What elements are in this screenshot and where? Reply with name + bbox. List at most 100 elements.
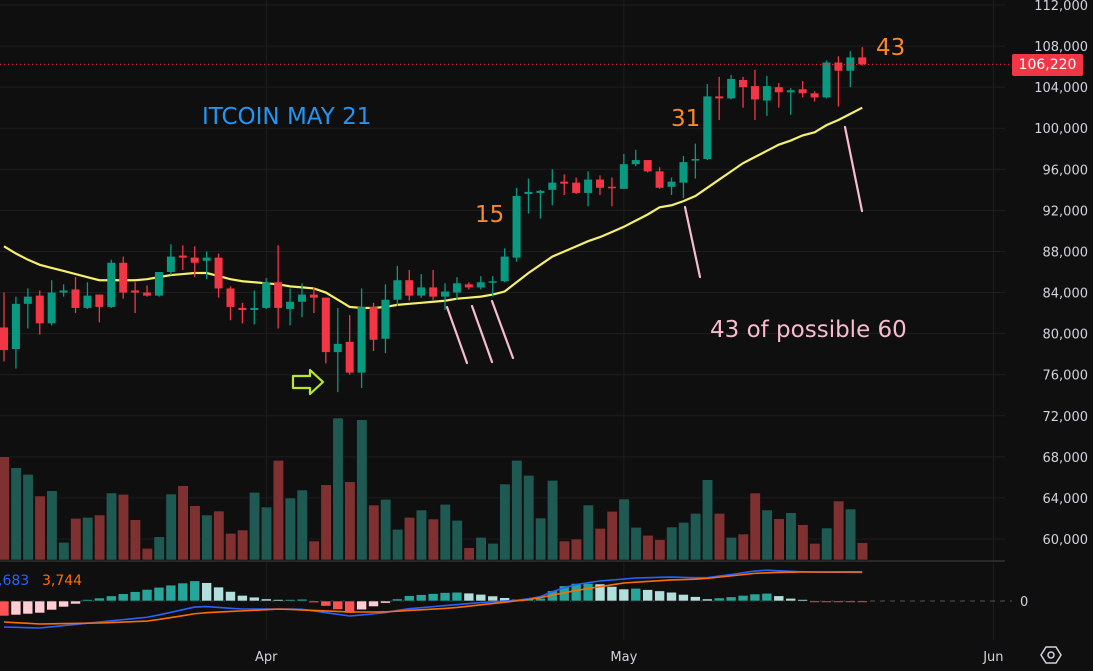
macd-histogram-bar	[439, 592, 451, 602]
macd-histogram-bar	[201, 582, 212, 602]
candle-body	[548, 182, 557, 190]
candle	[393, 265, 402, 306]
volume-bar	[463, 547, 475, 561]
candle	[548, 169, 557, 206]
candle	[786, 88, 795, 115]
candle	[667, 177, 676, 195]
macd-histogram-bar	[117, 593, 129, 602]
macd-histogram-bar	[284, 599, 296, 602]
macd-histogram-bar	[380, 600, 391, 604]
macd-line	[3, 569, 863, 629]
volume-bar	[105, 492, 118, 561]
price-axis[interactable]: 112,000 108,000 104,000 100,000 96,000 92,000…	[1034, 0, 1088, 548]
candle	[536, 189, 545, 219]
macd-histogram-bar	[463, 592, 475, 602]
candle-body	[512, 196, 521, 258]
candle-body	[822, 62, 831, 98]
candle	[405, 269, 414, 301]
candle	[238, 302, 247, 324]
macd-histogram-bar	[260, 598, 272, 602]
macd-histogram-bar	[368, 600, 379, 607]
candle-body	[750, 86, 759, 100]
candle-body	[202, 257, 211, 261]
volume-bar	[403, 517, 416, 561]
candle-body	[834, 62, 843, 71]
macd-histogram-bar	[427, 593, 439, 602]
macd-histogram-bar	[761, 592, 773, 602]
volume-bar	[260, 506, 273, 561]
volume-bar	[725, 537, 737, 561]
candle-body	[572, 182, 581, 193]
macd-histogram-bar	[82, 599, 93, 602]
candle	[274, 245, 283, 329]
trend-annotations	[445, 125, 864, 365]
candle-body	[727, 78, 736, 99]
macd-histogram-bar	[177, 582, 189, 602]
candle	[774, 83, 783, 108]
candle	[596, 175, 604, 195]
volume-bar	[570, 538, 582, 561]
volume-bar	[642, 535, 654, 561]
candle	[202, 251, 211, 280]
macd-histogram-bar	[105, 595, 117, 602]
candle-body	[95, 294, 104, 307]
volume-bar	[284, 497, 296, 561]
price-axis-label: 108,000	[1034, 40, 1088, 55]
volume-bar	[177, 485, 189, 561]
candle	[250, 290, 259, 325]
macd-histogram-bar	[690, 596, 701, 602]
signal-legend-value: 3,744	[42, 573, 83, 589]
candle-body	[131, 290, 140, 293]
candle-body	[643, 160, 652, 172]
candle-body	[584, 179, 593, 193]
macd-histogram-bar	[0, 600, 10, 617]
macd-histogram-bar	[845, 600, 856, 603]
annotation-slash-1	[445, 305, 469, 365]
candle-body	[59, 290, 68, 293]
candle	[452, 277, 461, 300]
volume-bar	[46, 490, 58, 561]
annotation-slash-3	[490, 299, 515, 360]
volume-bar	[809, 543, 821, 561]
macd-histogram-bar	[725, 596, 737, 602]
candle-body	[810, 93, 819, 98]
candle	[345, 315, 354, 375]
macd-histogram-bar	[22, 600, 34, 615]
price-axis-label: 84,000	[1043, 287, 1089, 302]
volume-bar	[523, 475, 535, 561]
candle-body	[679, 162, 688, 183]
macd-histogram-bar	[70, 600, 81, 605]
candle	[691, 143, 700, 179]
price-axis-label: 68,000	[1043, 451, 1089, 466]
time-axis[interactable]: Apr May Jun	[255, 650, 1004, 665]
candle-body	[274, 282, 283, 308]
candle-body	[226, 288, 235, 307]
candle-body	[524, 191, 533, 194]
macd-histogram-bar	[308, 600, 320, 603]
candle	[727, 74, 736, 100]
candle-body	[786, 90, 795, 93]
price-axis-label: 64,000	[1043, 492, 1089, 507]
candle	[679, 155, 688, 199]
macd-histogram-bar	[320, 600, 332, 607]
macd-histogram-bar	[475, 594, 487, 602]
candle	[584, 171, 593, 207]
volume-bar	[213, 510, 225, 561]
candle-body	[119, 262, 128, 293]
macd-pane	[0, 569, 1012, 629]
macd-histogram-bar	[737, 595, 749, 602]
settings-gear-icon[interactable]	[1040, 644, 1062, 666]
candle	[83, 282, 92, 309]
macd-histogram-bar	[833, 600, 844, 603]
candle-body	[417, 287, 426, 296]
candle	[59, 284, 68, 297]
candle-body	[607, 186, 616, 189]
candle	[107, 259, 116, 308]
candle-body	[286, 301, 295, 309]
volume-bar	[10, 467, 22, 561]
time-axis-label: May	[610, 650, 637, 665]
price-axis-label: 100,000	[1034, 122, 1088, 137]
time-axis-label: Apr	[255, 650, 278, 665]
